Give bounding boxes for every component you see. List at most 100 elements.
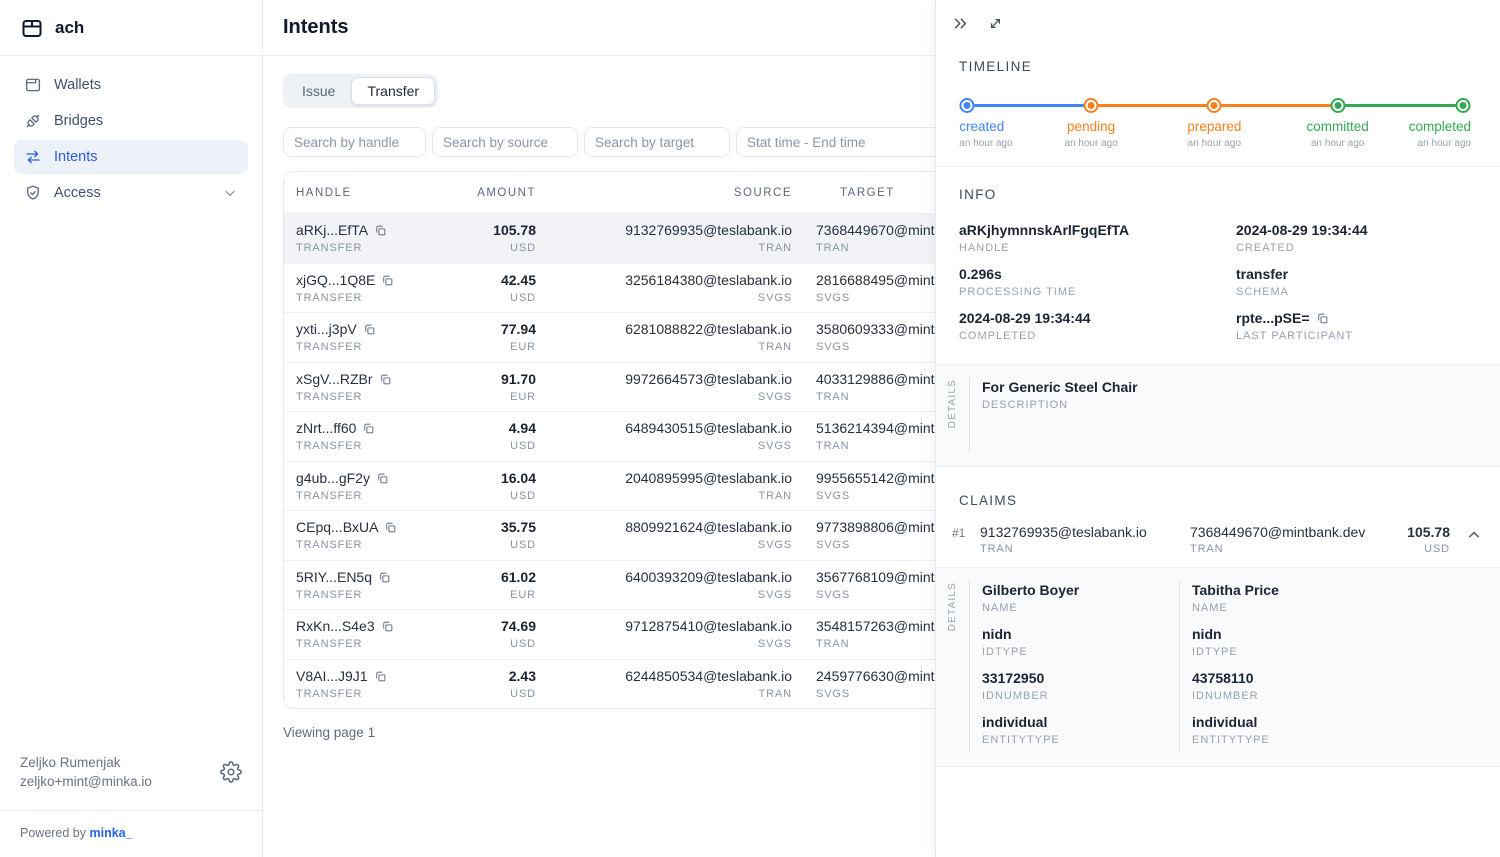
claim-source-details: Gilberto Boyer NAME nidn IDTYPE 33172950… (969, 580, 1179, 752)
intent-source-symbol: TRAN (758, 341, 792, 354)
transfer-arrows-icon (24, 148, 42, 166)
date-range-input[interactable] (736, 127, 941, 157)
timeline-step-label: committed (1306, 119, 1369, 134)
timeline-heading: TIMELINE (959, 59, 1033, 74)
filter-bar (283, 127, 1480, 157)
gear-icon[interactable] (220, 761, 242, 784)
sidebar-nav: Wallets Bridges Intents Access (0, 56, 262, 222)
intent-source-symbol: SVGS (757, 390, 792, 403)
claim-source-symbol: TRAN (980, 543, 1014, 555)
copy-icon[interactable] (381, 274, 394, 287)
sidebar-item-label: Bridges (54, 113, 104, 129)
intent-currency: USD (510, 638, 536, 651)
intent-amount: 61.02 (500, 568, 536, 585)
intent-currency: USD (510, 440, 536, 453)
copy-icon[interactable] (363, 323, 376, 336)
search-target-input[interactable] (584, 127, 730, 157)
intent-type: TRANSFER (296, 588, 363, 601)
copy-icon[interactable] (374, 670, 387, 683)
intent-handle: zNrt...ff60 (296, 420, 357, 437)
chevron-up-icon[interactable] (1464, 525, 1484, 545)
intent-handle: aRKj...EfTA (296, 222, 369, 239)
intent-target-symbol: TRAN (816, 390, 850, 403)
timeline-step: created an hour ago (959, 98, 1013, 149)
chevron-down-icon (222, 185, 238, 201)
timeline-step-label: prepared (1187, 119, 1242, 134)
intent-type: TRANSFER (296, 242, 363, 255)
minka-brand-link[interactable]: minka_ (89, 826, 133, 840)
copy-icon[interactable] (378, 571, 391, 584)
description-label: DESCRIPTION (982, 399, 1069, 411)
intent-handle: xjGQ...1Q8E (296, 271, 376, 288)
copy-icon[interactable] (384, 521, 397, 534)
details-rail-label: DETAILS (947, 379, 958, 429)
timeline-section: TIMELINE created an hour ago pending (936, 41, 1500, 166)
app-logo[interactable]: ach (0, 0, 262, 56)
info-field-value: aRKjhymnnskArlFgqEfTA (959, 222, 1130, 238)
intent-amount: 105.78 (493, 222, 536, 239)
wallet-icon (24, 76, 42, 94)
intent-target-symbol: SVGS (816, 539, 851, 552)
claim-detail-field: nidn IDTYPE (982, 626, 1179, 658)
timeline-step-label: pending (1067, 119, 1116, 134)
claim-detail-field: Tabitha Price NAME (1192, 582, 1500, 614)
claim-detail-label: ENTITYTYPE (982, 734, 1060, 746)
copy-icon[interactable] (362, 422, 375, 435)
timeline-step-time: an hour ago (959, 138, 1013, 149)
info-field-value: rpte...pSE= (1236, 310, 1310, 326)
powered-by-text: Powered by (20, 826, 87, 840)
description-content: For Generic Steel Chair DESCRIPTION (969, 377, 1500, 452)
tab-issue[interactable]: Issue (302, 83, 336, 99)
intent-target-symbol: SVGS (816, 489, 851, 502)
copy-icon[interactable] (1316, 312, 1329, 325)
timeline-step-time: an hour ago (1417, 138, 1471, 149)
search-handle-input[interactable] (283, 127, 426, 157)
claim-detail-value: Tabitha Price (1192, 582, 1279, 598)
claim-detail-label: IDTYPE (982, 646, 1028, 658)
expand-panel-icon[interactable] (987, 15, 1004, 32)
info-field-label: LAST PARTICIPANT (1236, 330, 1354, 342)
pagination-status: Viewing page 1 (283, 725, 376, 740)
sidebar-item-wallets[interactable]: Wallets (14, 68, 248, 102)
column-header-amount: AMOUNT (477, 186, 536, 199)
panel-toolbar (936, 0, 1500, 41)
search-source-input[interactable] (432, 127, 578, 157)
copy-icon[interactable] (376, 472, 389, 485)
intent-handle: RxKn...S4e3 (296, 618, 375, 635)
intent-source: 3256184380@teslabank.io (625, 271, 792, 288)
info-section: INFO aRKjhymnnskArlFgqEfTA HANDLE 2024-0… (936, 167, 1500, 364)
claim-detail-value: nidn (982, 626, 1012, 642)
info-field-value: 0.296s (959, 266, 1002, 282)
intent-type: TRANSFER (296, 291, 363, 304)
sidebar-item-bridges[interactable]: Bridges (14, 104, 248, 138)
copy-icon[interactable] (381, 620, 394, 633)
description-value: For Generic Steel Chair (982, 379, 1138, 395)
claim-target-details: Tabitha Price NAME nidn IDTYPE 43758110 … (1179, 580, 1500, 752)
details-rail-label: DETAILS (947, 582, 958, 632)
copy-icon[interactable] (374, 224, 387, 237)
collapse-panel-icon[interactable] (952, 15, 969, 32)
powered-by: Powered by minka_ (0, 811, 262, 857)
tab-transfer[interactable]: Transfer (351, 77, 436, 105)
claim-detail-value: individual (1192, 714, 1258, 730)
sidebar-item-access[interactable]: Access (14, 176, 248, 210)
sidebar-item-intents[interactable]: Intents (14, 140, 248, 174)
intent-source: 6489430515@teslabank.io (625, 420, 792, 437)
intent-source-symbol: TRAN (758, 489, 792, 502)
intent-currency: USD (510, 489, 536, 502)
timeline-step-dot (1206, 98, 1222, 113)
intent-target-symbol: SVGS (816, 687, 851, 700)
intent-handle: CEpq...BxUA (296, 519, 379, 536)
info-grid: aRKjhymnnskArlFgqEfTA HANDLE 2024-08-29 … (959, 222, 1477, 342)
sidebar: ach Wallets Bridges Intents Access (0, 0, 263, 857)
info-field: 2024-08-29 19:34:44 COMPLETED (959, 310, 1236, 342)
claim-summary-row[interactable]: #1 9132769935@teslabank.io TRAN 73684496… (936, 508, 1500, 567)
sidebar-item-label: Access (54, 185, 101, 201)
intent-handle: yxti...j3pV (296, 321, 357, 338)
copy-icon[interactable] (379, 373, 392, 386)
intent-amount: 16.04 (500, 469, 536, 486)
intent-currency: USD (510, 242, 536, 255)
intent-amount: 74.69 (500, 618, 536, 635)
intent-source-symbol: SVGS (757, 588, 792, 601)
intent-source-symbol: TRAN (758, 687, 792, 700)
